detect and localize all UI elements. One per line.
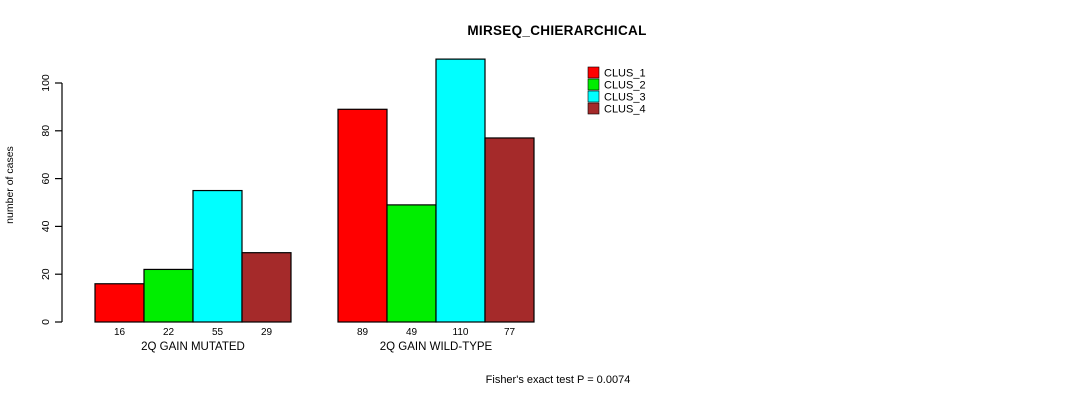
- bar-clus_3-group1: [192, 189, 243, 323]
- category-label-2: 2Q GAIN WILD-TYPE: [380, 341, 493, 353]
- legend-swatch-clus_2: [587, 78, 600, 91]
- legend-swatch-clus_4: [587, 102, 600, 115]
- chart-title: MIRSEQ_CHIERARCHICAL: [467, 23, 646, 38]
- category-label-1: 2Q GAIN MUTATED: [141, 341, 245, 353]
- y-axis-label: number of cases: [4, 146, 16, 224]
- bar-value-label: 110: [453, 327, 469, 338]
- y-tick-label: 0: [40, 319, 52, 325]
- bar-value-label: 77: [504, 327, 516, 338]
- bar-clus_3-group2: [435, 58, 486, 323]
- legend-swatch-clus_3: [587, 90, 600, 103]
- y-tick-label: 40: [40, 220, 52, 232]
- bar-clus_2-group1: [143, 268, 194, 323]
- bar-clus_1-group1: [94, 283, 145, 323]
- bar-value-label: 49: [406, 327, 418, 338]
- annotation-text: Fisher's exact test P = 0.0074: [486, 374, 631, 386]
- bar-value-label: 55: [212, 327, 224, 338]
- bar-series: 16 22 55 29 2Q GAIN MUTATED 89 49 110 77 2Q GAIN …: [94, 58, 535, 353]
- legend-label-clus_2: CLUS_2: [604, 80, 646, 92]
- bar-clus_1-group2: [337, 108, 388, 323]
- bar-clus_4-group2: [484, 137, 535, 323]
- bar-value-label: 29: [261, 327, 273, 338]
- y-axis: 0 20 40 60 80 100: [40, 74, 63, 325]
- y-tick-label: 20: [40, 268, 52, 280]
- bar-value-label: 16: [114, 327, 126, 338]
- legend-swatch-clus_1: [587, 66, 600, 79]
- bar-value-label: 22: [163, 327, 175, 338]
- bar-clus_2-group2: [386, 204, 437, 323]
- legend-label-clus_3: CLUS_3: [604, 92, 646, 104]
- legend-label-clus_4: CLUS_4: [604, 104, 646, 116]
- bar-value-label: 89: [357, 327, 369, 338]
- legend-label-clus_1: CLUS_1: [604, 68, 646, 80]
- y-tick-label: 60: [40, 173, 52, 185]
- y-tick-label: 100: [40, 74, 52, 92]
- bar-clus_4-group1: [241, 252, 292, 323]
- y-tick-label: 80: [40, 125, 52, 137]
